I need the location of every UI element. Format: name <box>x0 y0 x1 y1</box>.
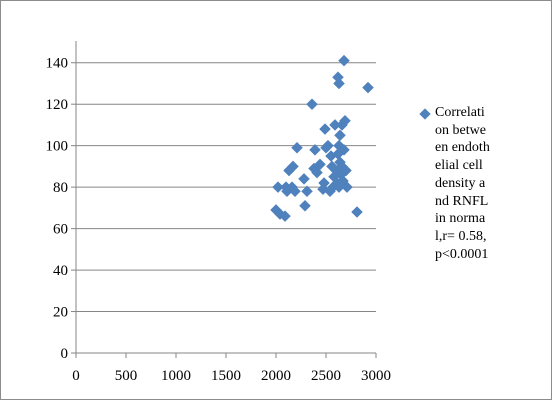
data-point <box>291 141 303 154</box>
data-points <box>270 54 374 223</box>
y-tick-label: 100 <box>46 139 69 155</box>
gridlines <box>76 62 376 313</box>
y-tick-label: 80 <box>53 180 68 196</box>
data-point <box>272 181 284 193</box>
x-tick-label: 1500 <box>211 368 241 384</box>
data-point <box>314 158 326 171</box>
data-point <box>309 143 321 156</box>
data-point <box>340 164 352 177</box>
data-point <box>299 199 311 212</box>
y-tick-label: 120 <box>46 97 69 113</box>
data-point <box>318 177 330 189</box>
data-point <box>338 54 350 67</box>
data-point <box>351 206 363 218</box>
data-point <box>322 139 334 152</box>
y-tick-label: 0 <box>61 346 69 362</box>
y-tick-label: 20 <box>53 305 68 321</box>
y-tick-label: 140 <box>46 56 69 72</box>
data-point <box>279 210 291 223</box>
x-tick-label: 500 <box>115 368 138 384</box>
data-point <box>338 143 350 156</box>
x-tick-label: 2500 <box>311 368 341 384</box>
data-point <box>289 185 301 198</box>
x-tick-label: 2000 <box>261 368 291 384</box>
data-point <box>301 185 313 198</box>
x-tick-label: 0 <box>72 368 80 384</box>
data-point <box>298 172 310 185</box>
y-tick-label: 40 <box>53 263 68 279</box>
data-point <box>281 185 293 198</box>
data-point <box>287 160 299 173</box>
axes <box>71 41 377 358</box>
x-tick-label: 1000 <box>161 368 191 384</box>
x-tick-label: 3000 <box>361 368 391 384</box>
data-point <box>306 98 318 111</box>
data-point <box>341 181 353 193</box>
y-tick-label: 60 <box>53 222 68 238</box>
tick-labels: 0 20 40 60 80 100 120 140 0 500 1000 1500 2000 2500 30… <box>46 56 392 384</box>
data-point <box>319 123 331 135</box>
data-point <box>334 129 346 142</box>
data-point <box>333 77 345 90</box>
legend-label: Correlation between endothelial cell den… <box>435 105 490 262</box>
data-point <box>339 114 351 127</box>
data-point <box>362 81 374 94</box>
